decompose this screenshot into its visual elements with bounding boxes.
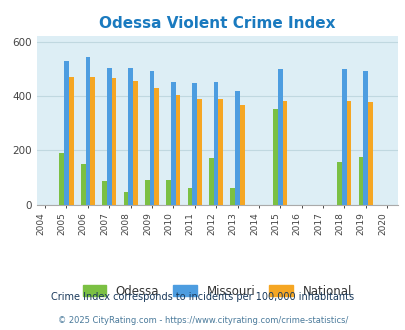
Bar <box>149 71 154 205</box>
Bar <box>69 77 73 205</box>
Bar <box>85 57 90 205</box>
Bar <box>213 82 218 205</box>
Bar <box>192 83 196 205</box>
Text: © 2025 CityRating.com - https://www.cityrating.com/crime-statistics/: © 2025 CityRating.com - https://www.city… <box>58 315 347 325</box>
Bar <box>230 188 234 205</box>
Bar <box>209 158 213 205</box>
Bar <box>154 88 159 205</box>
Bar <box>346 101 351 205</box>
Bar <box>239 105 244 205</box>
Bar <box>145 180 149 205</box>
Bar <box>273 109 277 205</box>
Bar <box>196 99 201 205</box>
Bar <box>107 68 111 205</box>
Legend: Odessa, Missouri, National: Odessa, Missouri, National <box>79 281 354 301</box>
Bar <box>128 68 133 205</box>
Bar <box>102 181 107 205</box>
Bar <box>277 69 282 205</box>
Bar <box>218 99 223 205</box>
Title: Odessa Violent Crime Index: Odessa Violent Crime Index <box>99 16 335 31</box>
Bar <box>171 82 175 205</box>
Bar <box>59 153 64 205</box>
Bar <box>282 101 287 205</box>
Bar <box>358 157 362 205</box>
Bar <box>133 81 137 205</box>
Text: Crime Index corresponds to incidents per 100,000 inhabitants: Crime Index corresponds to incidents per… <box>51 292 354 302</box>
Bar <box>175 95 180 205</box>
Bar <box>341 69 346 205</box>
Bar <box>90 77 95 205</box>
Bar <box>166 180 171 205</box>
Bar <box>337 162 341 205</box>
Bar <box>362 71 367 205</box>
Bar <box>367 102 372 205</box>
Bar <box>234 91 239 205</box>
Bar <box>111 79 116 205</box>
Bar <box>64 61 69 205</box>
Bar <box>187 188 192 205</box>
Bar <box>81 164 85 205</box>
Bar <box>123 192 128 205</box>
